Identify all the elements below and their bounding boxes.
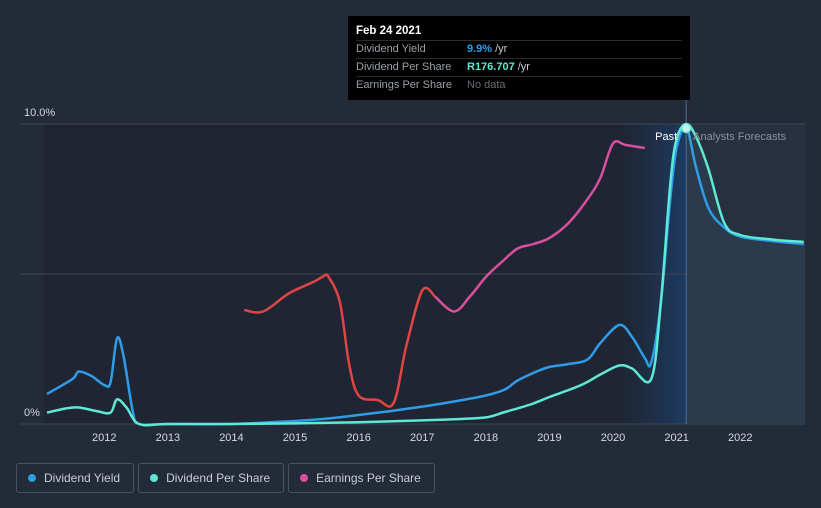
tooltip-date: Feb 24 2021 <box>356 25 422 37</box>
x-tick-label: 2022 <box>728 432 752 444</box>
series-earnings-per-share-line <box>325 273 436 408</box>
series-earnings-per-share-line <box>243 272 328 314</box>
tooltip-row-dividend-per-share: Dividend Per Share R176.707 /yr <box>356 58 682 76</box>
x-tick-label: 2019 <box>537 432 561 444</box>
tooltip-label: Earnings Per Share <box>356 79 452 91</box>
tooltip-row-dividend-yield: Dividend Yield 9.9% /yr <box>356 40 682 58</box>
legend-item-earnings-per-share[interactable]: Earnings Per Share <box>288 463 435 493</box>
y-tick-label: 0% <box>24 407 40 419</box>
series-dividend-per-share-line <box>46 122 804 427</box>
tooltip-row-earnings-per-share: Earnings Per Share No data <box>356 76 682 94</box>
hover-point <box>680 122 692 134</box>
legend: Dividend Yield Dividend Per Share Earnin… <box>16 463 435 493</box>
x-tick-label: 2013 <box>156 432 180 444</box>
x-tick-label: 2012 <box>92 432 116 444</box>
x-tick-label: 2017 <box>410 432 434 444</box>
series-dividend-yield-line <box>46 125 804 427</box>
legend-label: Dividend Per Share <box>166 471 271 485</box>
x-tick-label: 2018 <box>474 432 498 444</box>
legend-label: Dividend Yield <box>44 471 121 485</box>
legend-item-dividend-per-share[interactable]: Dividend Per Share <box>138 463 285 493</box>
tooltip-label: Dividend Yield <box>356 43 426 55</box>
x-tick-label: 2015 <box>283 432 307 444</box>
tooltip-unit: /yr <box>495 43 508 55</box>
legend-item-dividend-yield[interactable]: Dividend Yield <box>16 463 135 493</box>
tooltip-value: R176.707 <box>467 61 515 73</box>
legend-dot-icon <box>150 474 159 482</box>
past-label: Past <box>655 131 677 143</box>
legend-dot-icon <box>300 474 309 482</box>
x-tick-label: 2016 <box>346 432 370 444</box>
legend-label: Earnings Per Share <box>316 471 421 485</box>
tooltip: Feb 24 2021 Dividend Yield 9.9% /yr Divi… <box>348 16 690 100</box>
tooltip-value: 9.9% <box>467 43 493 55</box>
forecast-label: Analysts Forecasts <box>693 131 786 143</box>
x-tick-label: 2021 <box>664 432 688 444</box>
y-tick-label: 10.0% <box>24 107 55 119</box>
tooltip-value: No data <box>467 79 506 91</box>
x-tick-label: 2014 <box>219 432 243 444</box>
tooltip-label: Dividend Per Share <box>356 61 452 73</box>
tooltip-unit: /yr <box>517 61 530 73</box>
series-earnings-per-share-line <box>434 140 645 313</box>
legend-dot-icon <box>28 474 36 482</box>
x-tick-label: 2020 <box>601 432 625 444</box>
